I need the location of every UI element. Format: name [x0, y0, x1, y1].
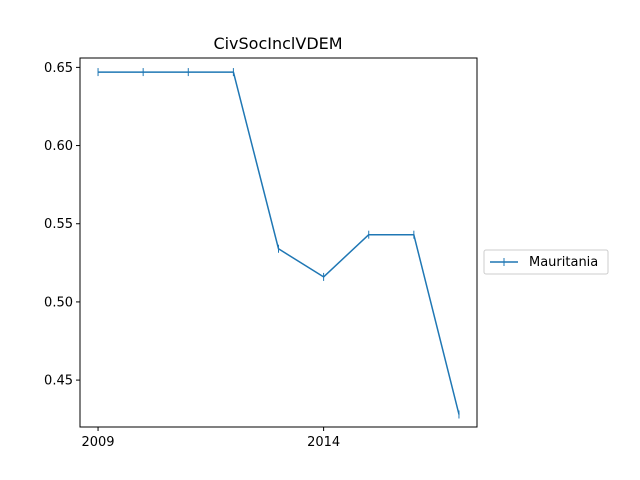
y-tick-label: 0.50 — [44, 295, 73, 310]
legend-frame — [483, 249, 609, 275]
x-tick-label: 2009 — [81, 435, 114, 450]
legend: Mauritania — [483, 249, 609, 275]
x-tick-label: 2014 — [307, 435, 340, 450]
y-axis: 0.45 0.50 0.55 0.60 0.65 — [44, 61, 80, 389]
y-tick-label: 0.55 — [44, 217, 73, 232]
x-axis: 2009 2014 — [81, 427, 340, 450]
plot-frame — [79, 57, 478, 428]
y-tick-label: 0.65 — [44, 61, 73, 76]
legend-label-mauritania: Mauritania — [529, 255, 598, 270]
y-tick-label: 0.60 — [44, 139, 73, 154]
plot-area — [97, 68, 460, 419]
series-line-mauritania — [98, 71, 460, 415]
chart-title: CivSocInclVDEM — [213, 34, 342, 53]
y-tick-label: 0.45 — [44, 374, 73, 389]
